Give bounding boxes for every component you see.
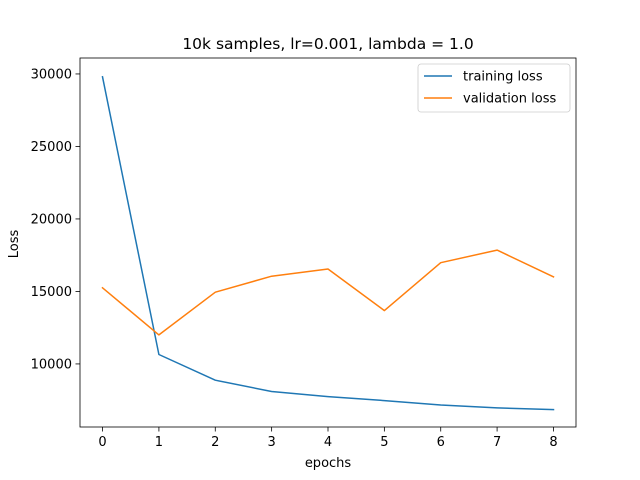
y-tick-label: 10000	[31, 357, 72, 372]
x-tick-label: 4	[324, 435, 332, 450]
axes-frame	[79, 57, 577, 428]
x-tick-label: 1	[155, 435, 163, 450]
legend-box	[417, 63, 571, 113]
legend: training loss validation loss	[417, 63, 571, 113]
y-tick-label: 30000	[31, 67, 72, 82]
x-axis-title: epochs	[305, 456, 352, 471]
x-tick-label: 2	[211, 435, 219, 450]
legend-label: validation loss	[463, 92, 556, 107]
series-line-validation-loss	[101, 249, 555, 336]
chart-title: 10k samples, lr=0.001, lambda = 1.0	[182, 35, 473, 53]
x-tick-label: 7	[493, 435, 501, 450]
x-tick-label: 0	[98, 435, 106, 450]
y-tick-label: 20000	[31, 212, 72, 227]
y-axis-title: Loss	[7, 230, 22, 259]
plot-area: 0 1 2 3 4 5 6 7 8 10000 15000 20000 25000 30000 traini…	[31, 57, 577, 450]
x-tick-label: 5	[380, 435, 388, 450]
series-line-training-loss	[101, 75, 555, 411]
x-tick-label: 3	[267, 435, 275, 450]
y-tick-label: 25000	[31, 140, 72, 155]
y-tick-label: 15000	[31, 285, 72, 300]
legend-label: training loss	[463, 70, 543, 85]
x-tick-label: 6	[437, 435, 445, 450]
x-tick-label: 8	[549, 435, 557, 450]
